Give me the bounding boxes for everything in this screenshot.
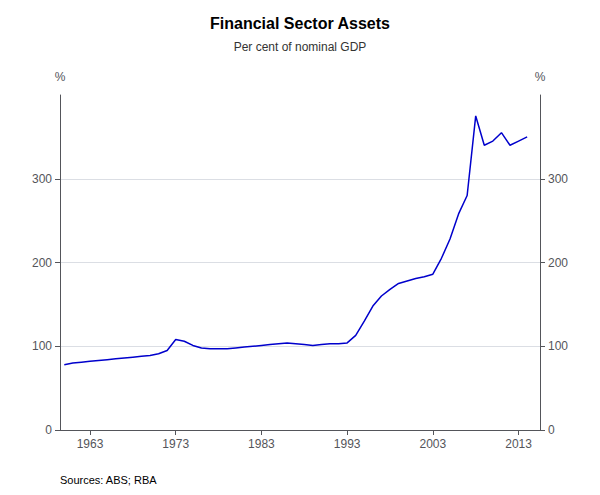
svg-text:200: 200 xyxy=(32,256,52,270)
svg-text:%: % xyxy=(535,70,546,84)
svg-text:0: 0 xyxy=(548,423,555,437)
svg-text:1993: 1993 xyxy=(334,437,361,451)
svg-text:1963: 1963 xyxy=(77,437,104,451)
svg-text:1973: 1973 xyxy=(162,437,189,451)
svg-text:Sources: ABS; RBA: Sources: ABS; RBA xyxy=(60,474,157,486)
svg-text:100: 100 xyxy=(32,339,52,353)
svg-text:300: 300 xyxy=(548,172,568,186)
svg-text:2003: 2003 xyxy=(420,437,447,451)
svg-text:2013: 2013 xyxy=(505,437,532,451)
svg-text:1983: 1983 xyxy=(248,437,275,451)
svg-text:100: 100 xyxy=(548,339,568,353)
svg-text:Per cent of nominal GDP: Per cent of nominal GDP xyxy=(234,40,367,54)
svg-text:200: 200 xyxy=(548,256,568,270)
svg-text:300: 300 xyxy=(32,172,52,186)
svg-text:Financial Sector Assets: Financial Sector Assets xyxy=(210,15,390,32)
svg-text:0: 0 xyxy=(45,423,52,437)
svg-text:%: % xyxy=(55,70,66,84)
